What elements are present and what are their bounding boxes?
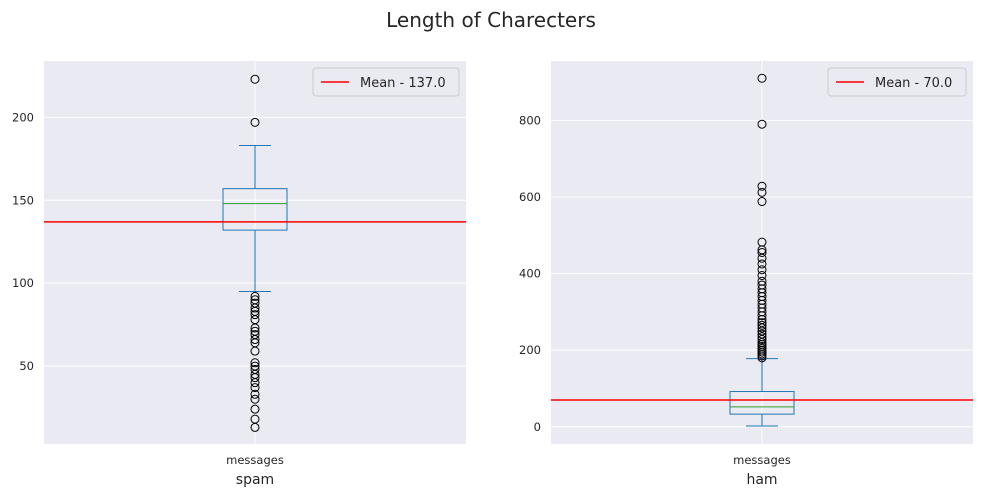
chart-title: Length of Charecters [386,8,596,32]
y-tick-label: 0 [534,420,541,434]
outlier-point [250,394,260,404]
outlier-point [757,270,767,280]
y-tick-label: 50 [19,359,34,373]
outlier-point [757,197,767,207]
outlier-point [250,361,260,371]
outlier-point [757,280,767,290]
outlier-point [250,295,260,305]
outlier-point [757,248,767,257]
outlier-point [250,330,260,340]
outlier-point [250,414,260,424]
outlier-point [757,265,767,275]
outlier-point [757,318,767,328]
outlier-point [757,187,767,197]
y-tick-label: 600 [519,190,541,204]
chart-panel-spam: 50 100 150 200 messages spam Mean - 137.0 [12,61,466,488]
outlier-point [757,119,767,129]
chart-panel-ham: 0 200 400 600 800 messages ham Mean - 70.0 [519,61,973,488]
legend-label: Mean - 137.0 [360,76,446,91]
outlier-point [250,364,260,374]
outlier-point [757,332,767,342]
outlier-point [757,237,767,247]
outlier-point [250,74,260,84]
legend-box [312,67,460,97]
x-tick-label: messages [226,453,284,467]
outlier-point [250,389,260,399]
outlier-point [250,383,260,393]
outlier-point [757,73,767,83]
outlier-point [250,358,260,368]
outlier-point [757,181,767,191]
legend-box [827,67,967,97]
x-axis-label: spam [236,472,274,488]
outlier-point [757,276,767,286]
y-tick-label: 150 [12,193,34,207]
outlier-point [250,291,260,301]
outlier-point [250,404,260,414]
outlier-point [250,298,260,308]
outlier-point [250,310,260,320]
y-tick-label: 200 [519,343,541,357]
outlier-point [757,329,767,339]
x-tick-label: messages [733,453,791,467]
y-tick-label: 400 [519,267,541,281]
outlier-point [250,326,260,336]
y-tick-label: 100 [12,276,34,290]
y-tick-label: 200 [12,110,34,124]
y-tick-label: 800 [519,113,541,127]
outlier-point [757,320,767,330]
outlier-point [757,259,767,269]
legend-label: Mean - 70.0 [875,76,952,91]
box-iqr [222,188,288,231]
outlier-point [250,117,260,127]
x-axis-label: ham [746,472,777,488]
box-iqr [729,391,795,415]
